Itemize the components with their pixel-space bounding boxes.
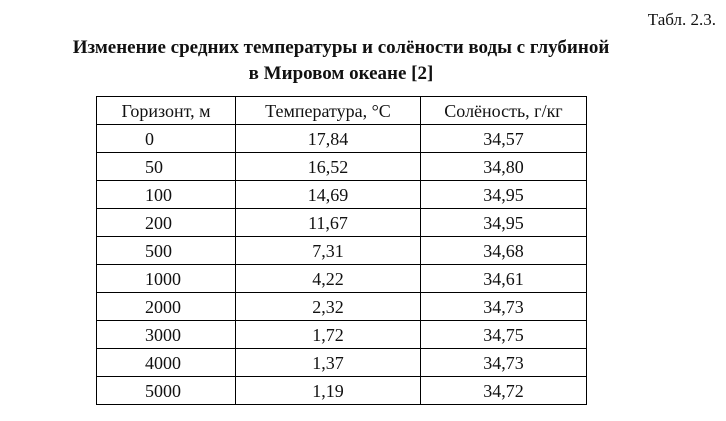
- temperature-cell: 2,32: [235, 292, 421, 321]
- temperature-cell: 1,37: [235, 348, 421, 377]
- table-row: 0 17,84 34,57: [96, 124, 587, 153]
- table-row: 50 16,52 34,80: [96, 152, 587, 181]
- table-row: 200 11,67 34,95: [96, 208, 587, 237]
- column-header-temperature: Температура, °С: [235, 96, 421, 125]
- temperature-cell: 17,84: [235, 124, 421, 153]
- depth-cell: 1000: [96, 264, 236, 293]
- depth-cell: 5000: [96, 376, 236, 405]
- caption-line-2: в Мировом океане [2]: [248, 63, 434, 84]
- table-row: 100 14,69 34,95: [96, 180, 587, 209]
- temperature-cell: 16,52: [235, 152, 421, 181]
- table-row: 5000 1,19 34,72: [96, 376, 587, 405]
- depth-cell: 200: [96, 208, 236, 237]
- column-header-salinity: Солёность, г/кг: [420, 96, 587, 125]
- header-row: Горизонт, м Температура, °С Солёность, г…: [96, 96, 587, 125]
- table-row: 3000 1,72 34,75: [96, 320, 587, 349]
- salinity-cell: 34,72: [420, 376, 587, 405]
- temperature-cell: 7,31: [235, 236, 421, 265]
- salinity-cell: 34,95: [420, 208, 587, 237]
- salinity-cell: 34,75: [420, 320, 587, 349]
- salinity-cell: 34,57: [420, 124, 587, 153]
- temperature-cell: 11,67: [235, 208, 421, 237]
- depth-cell: 500: [96, 236, 236, 265]
- salinity-cell: 34,95: [420, 180, 587, 209]
- data-table: Горизонт, м Температура, °С Солёность, г…: [96, 96, 587, 405]
- salinity-cell: 34,73: [420, 292, 587, 321]
- column-header-depth: Горизонт, м: [96, 96, 236, 125]
- depth-cell: 4000: [96, 348, 236, 377]
- salinity-cell: 34,80: [420, 152, 587, 181]
- depth-cell: 3000: [96, 320, 236, 349]
- depth-cell: 2000: [96, 292, 236, 321]
- salinity-cell: 34,61: [420, 264, 587, 293]
- temperature-cell: 1,19: [235, 376, 421, 405]
- salinity-cell: 34,68: [420, 236, 587, 265]
- salinity-cell: 34,73: [420, 348, 587, 377]
- depth-cell: 0: [96, 124, 236, 153]
- depth-cell: 50: [96, 152, 236, 181]
- depth-cell: 100: [96, 180, 236, 209]
- table-row: 2000 2,32 34,73: [96, 292, 587, 321]
- temperature-cell: 4,22: [235, 264, 421, 293]
- table-row: 500 7,31 34,68: [96, 236, 587, 265]
- table-row: 1000 4,22 34,61: [96, 264, 587, 293]
- temperature-cell: 1,72: [235, 320, 421, 349]
- temperature-cell: 14,69: [235, 180, 421, 209]
- table-row: 4000 1,37 34,73: [96, 348, 587, 377]
- table-number: Табл. 2.3.: [647, 10, 716, 29]
- caption-line-1: Изменение средних температуры и солёност…: [72, 37, 610, 58]
- table-caption: Изменение средних температуры и солёност…: [0, 35, 682, 87]
